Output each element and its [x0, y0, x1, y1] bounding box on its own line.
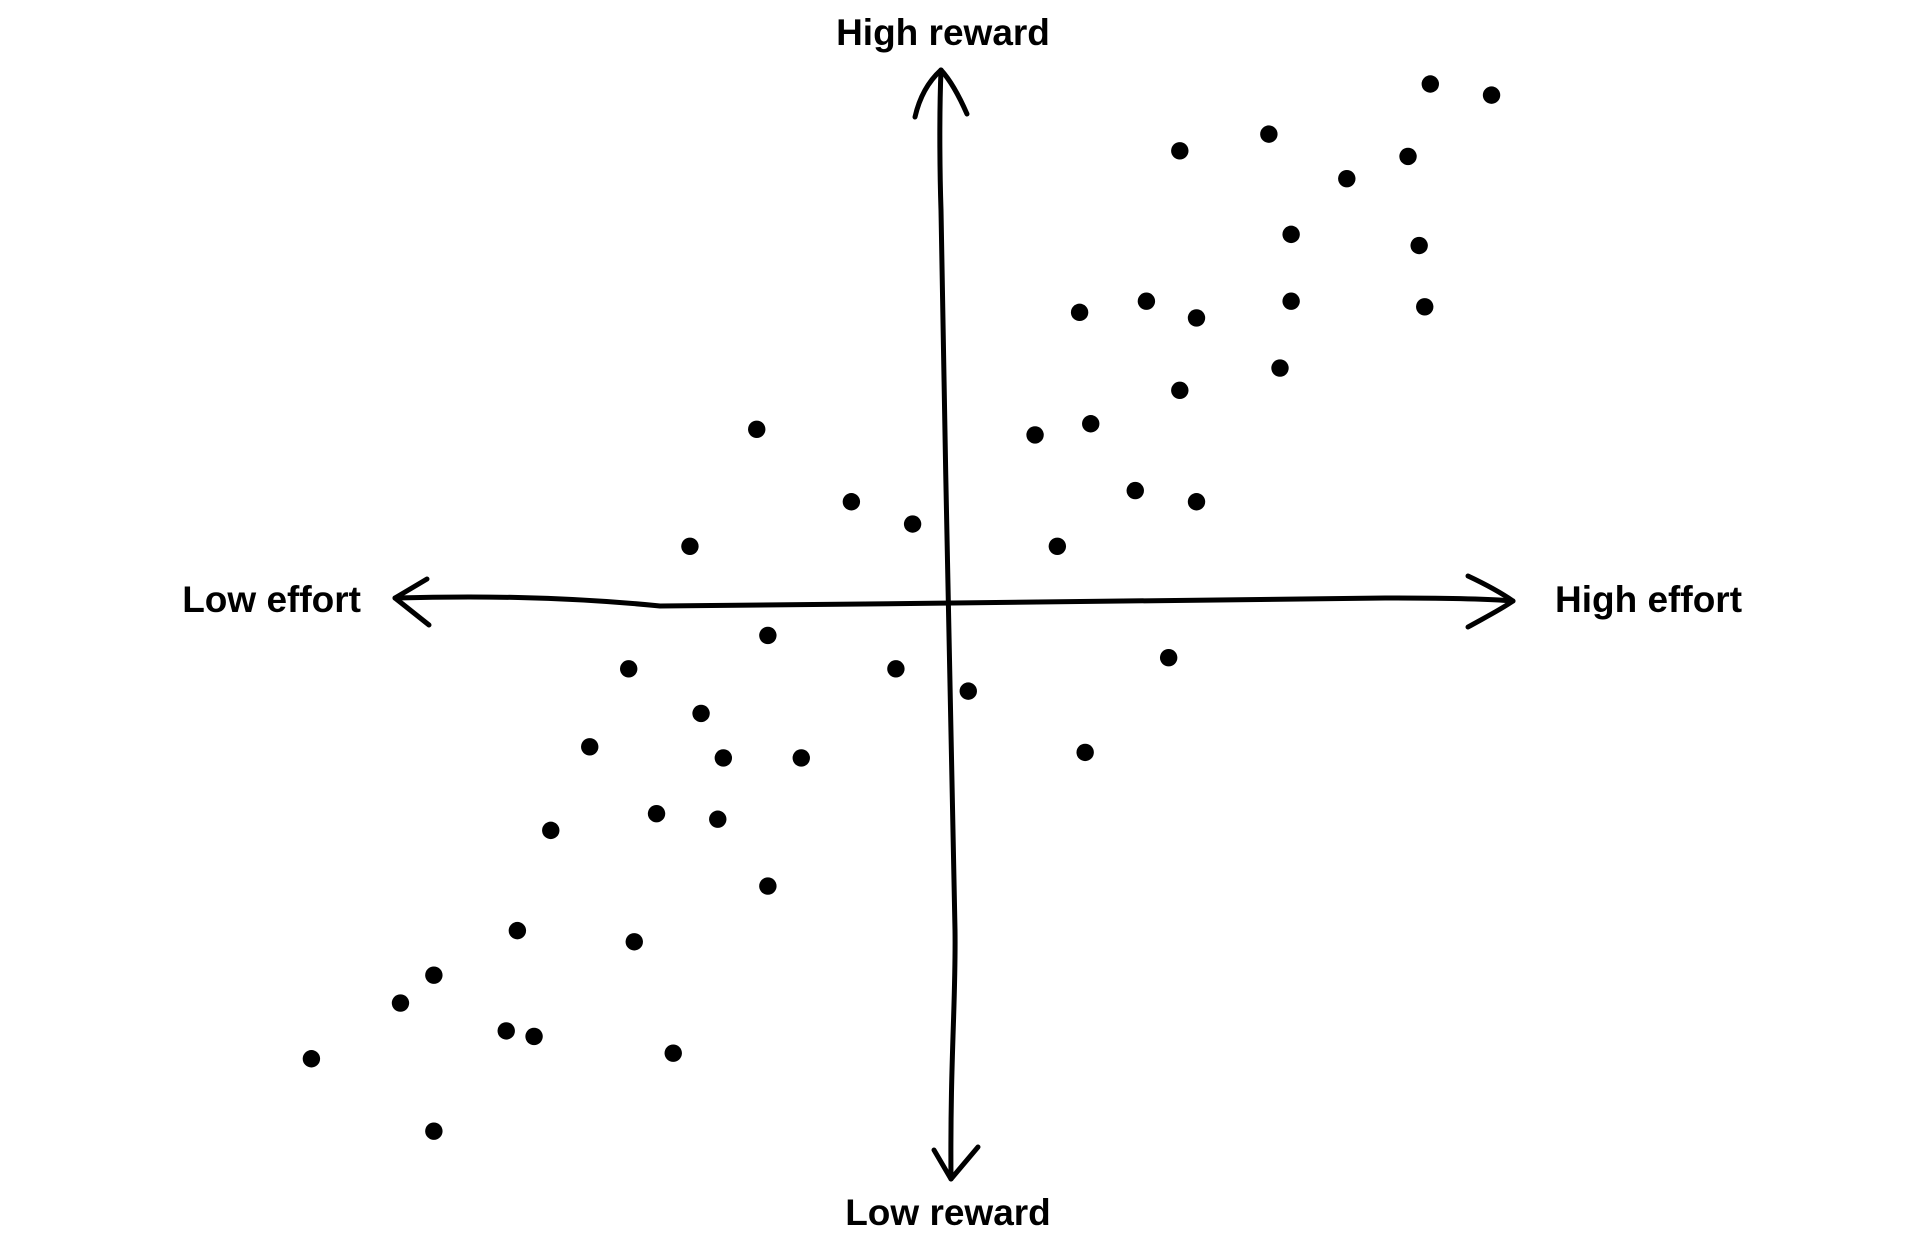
point — [1159, 649, 1178, 667]
point — [1421, 75, 1440, 93]
point — [1416, 298, 1434, 316]
point — [1399, 147, 1417, 166]
point — [1048, 537, 1067, 555]
point — [959, 682, 977, 700]
x-axis — [392, 594, 1516, 609]
point — [1076, 743, 1094, 762]
y-high-label: High reward — [836, 12, 1050, 53]
point — [1070, 303, 1089, 322]
point — [681, 537, 699, 555]
point — [508, 921, 527, 940]
point — [1282, 225, 1300, 244]
point — [903, 515, 922, 533]
point — [709, 810, 727, 828]
x-axis-arrow-right — [1465, 573, 1516, 630]
point — [525, 1027, 543, 1046]
point — [302, 1050, 321, 1068]
point — [759, 626, 777, 645]
point — [792, 749, 810, 767]
point — [692, 704, 710, 723]
y-axis-arrow-bottom — [931, 1144, 981, 1182]
point — [842, 493, 861, 511]
point — [664, 1044, 682, 1062]
point — [1137, 292, 1156, 310]
point — [1126, 481, 1144, 500]
x-axis-arrow-left — [392, 576, 432, 628]
point — [620, 660, 638, 678]
x-low-label: Low effort — [182, 579, 361, 620]
x-high-label: High effort — [1555, 579, 1742, 620]
point — [425, 966, 443, 984]
point — [1260, 125, 1278, 143]
point — [1271, 359, 1289, 377]
point — [1187, 493, 1206, 511]
point — [1187, 309, 1206, 327]
point — [391, 994, 410, 1012]
point — [581, 738, 599, 756]
point — [1171, 142, 1189, 160]
point — [1171, 381, 1189, 400]
point — [1338, 169, 1356, 188]
point — [647, 804, 666, 823]
y-axis — [937, 67, 958, 1182]
point — [625, 933, 643, 951]
y-low-label: Low reward — [845, 1192, 1051, 1233]
y-axis-arrow-top — [912, 67, 970, 120]
point — [1482, 86, 1501, 104]
point — [714, 749, 733, 767]
point — [1282, 292, 1300, 310]
point — [1082, 415, 1100, 433]
point — [1026, 426, 1044, 444]
point — [759, 877, 777, 895]
point — [748, 420, 766, 439]
point — [1410, 236, 1428, 255]
point — [425, 1122, 443, 1140]
point — [542, 821, 560, 840]
point — [887, 660, 905, 678]
point — [497, 1022, 515, 1040]
